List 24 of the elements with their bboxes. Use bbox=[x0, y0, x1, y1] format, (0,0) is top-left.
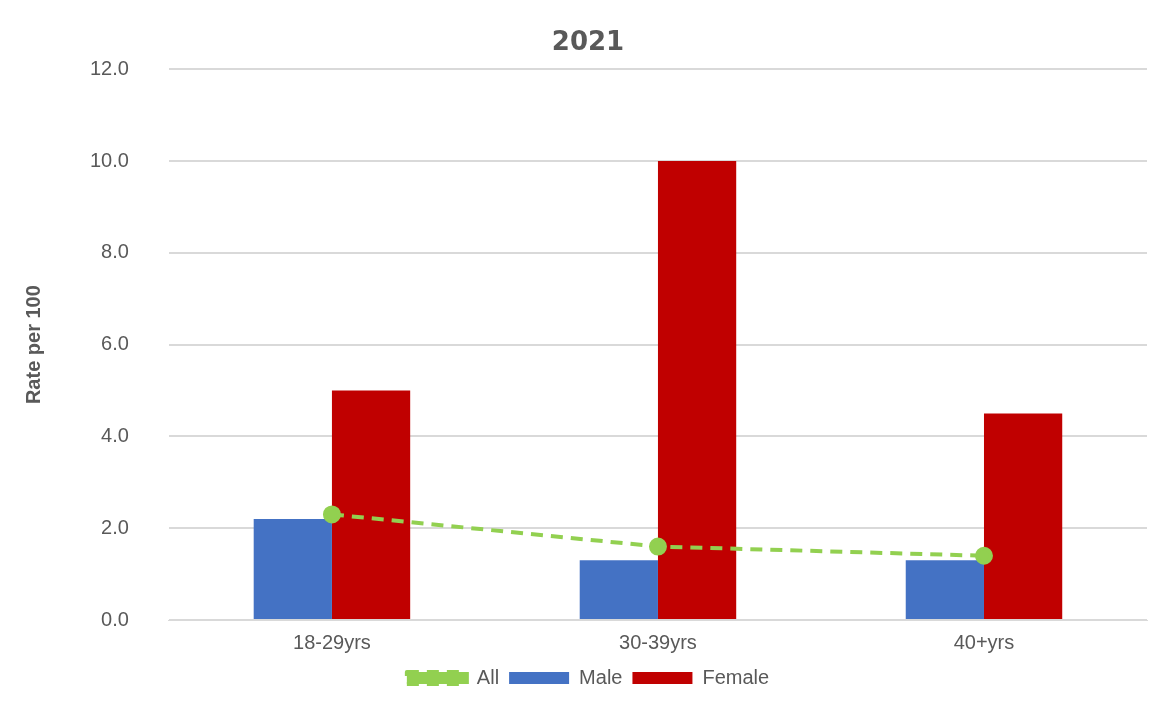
bar bbox=[657, 161, 737, 619]
y-tick-label: 6.0 bbox=[101, 332, 129, 355]
legend-label: Male bbox=[579, 665, 623, 688]
bar bbox=[983, 413, 1063, 619]
y-tick-label: 0.0 bbox=[101, 607, 129, 630]
bar bbox=[331, 390, 411, 619]
bar bbox=[253, 519, 332, 619]
point bbox=[974, 546, 993, 565]
x-tick-label: 40+yrs bbox=[953, 630, 1015, 653]
y-tick-label: 12.0 bbox=[89, 56, 129, 79]
legend-label: Female bbox=[702, 665, 770, 688]
y-tick-label: 2.0 bbox=[101, 515, 129, 538]
bar bbox=[905, 560, 984, 619]
x-tick-label: 30-39yrs bbox=[619, 630, 697, 653]
legend-label: All bbox=[476, 665, 500, 688]
bar bbox=[579, 560, 658, 619]
y-tick-label: 8.0 bbox=[101, 240, 129, 263]
chart-title: 2021 bbox=[551, 26, 625, 57]
y-tick-label: 4.0 bbox=[101, 423, 129, 446]
y-tick-label: 10.0 bbox=[89, 148, 129, 171]
x-tick-label: 18-29yrs bbox=[293, 630, 371, 653]
point bbox=[648, 537, 667, 556]
point bbox=[322, 505, 341, 524]
y-axis-title: Rate per 100 bbox=[21, 285, 44, 405]
